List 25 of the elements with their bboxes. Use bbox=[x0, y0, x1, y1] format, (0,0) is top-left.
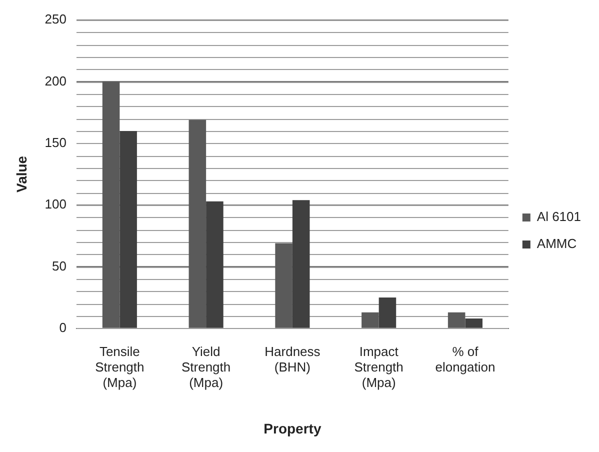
bar bbox=[206, 201, 224, 328]
x-tick-label: Impact Strength (Mpa) bbox=[354, 344, 404, 390]
bar bbox=[102, 82, 120, 328]
bar bbox=[292, 200, 310, 328]
y-tick-label: 50 bbox=[52, 258, 66, 274]
y-tick-label: 150 bbox=[44, 134, 66, 150]
bar bbox=[275, 243, 292, 328]
bar bbox=[378, 298, 396, 328]
bar bbox=[465, 318, 482, 328]
x-axis-title: Property bbox=[264, 420, 322, 436]
x-tick-label: Yield Strength (Mpa) bbox=[181, 344, 231, 390]
y-tick-label: 100 bbox=[44, 196, 66, 212]
y-tick-label: 250 bbox=[44, 12, 66, 27]
x-tick-label: Tensile Strength (Mpa) bbox=[95, 344, 144, 390]
y-axis-title: Value bbox=[13, 156, 30, 192]
bar bbox=[362, 312, 379, 328]
bar bbox=[448, 312, 466, 328]
x-tick-label: Hardness (BHN) bbox=[264, 344, 321, 374]
x-tick-label: % of elongation bbox=[435, 344, 496, 374]
bar bbox=[120, 131, 137, 328]
y-tick-label: 200 bbox=[44, 73, 66, 88]
bar bbox=[188, 120, 206, 328]
legend-label: AMMC bbox=[536, 236, 577, 252]
legend-label: Al 6101 bbox=[536, 209, 582, 224]
y-tick-label: 0 bbox=[59, 320, 66, 335]
